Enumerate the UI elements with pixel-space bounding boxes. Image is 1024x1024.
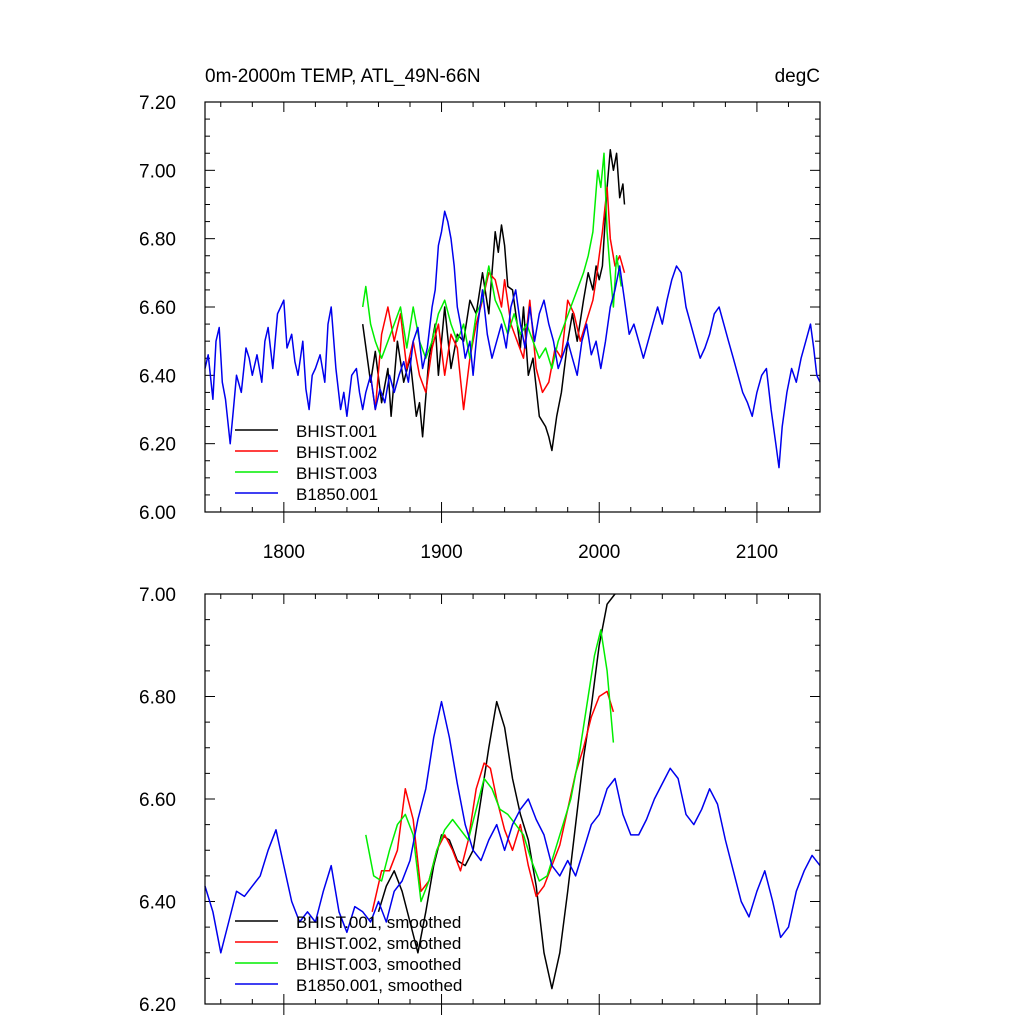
legend-label: B1850.001: [296, 485, 378, 504]
series-line: [377, 593, 616, 990]
series-line: [204, 700, 821, 954]
y-tick-label: 7.20: [139, 93, 176, 114]
legend: BHIST.001, smoothed BHIST.002, smoothed BH…: [235, 913, 462, 995]
y-tick-label: 6.40: [139, 366, 176, 387]
x-tick-label: 1800: [263, 542, 305, 563]
series-line: [369, 186, 626, 411]
y-tick-label: 6.40: [139, 893, 176, 914]
legend-label: BHIST.002: [296, 443, 377, 462]
legend-label: BHIST.002, smoothed: [296, 934, 461, 953]
series-lines: [204, 593, 821, 990]
series-line: [204, 210, 821, 469]
series-line: [361, 149, 626, 452]
legend-label: BHIST.003: [296, 464, 377, 483]
y-tick-label: 6.60: [139, 298, 176, 319]
units-label: degC: [775, 66, 820, 87]
y-tick-label: 6.00: [139, 503, 176, 524]
y-tick-label: 6.20: [139, 435, 176, 456]
series-line: [365, 629, 615, 903]
x-tick-label: 2100: [736, 542, 778, 563]
legend-label: BHIST.001, smoothed: [296, 913, 461, 932]
y-tick-label: 7.00: [139, 161, 176, 182]
tick-labels: 6.00 6.20 6.40 6.60 6.80 7.00 7.20 1800 1900 2000…: [139, 93, 778, 563]
panel-title: 0m-2000m TEMP, ATL_49N-66N: [205, 66, 481, 87]
plot-frame: [204, 101, 821, 513]
legend-label: B1850.001, smoothed: [296, 976, 462, 995]
plot-frame: [204, 593, 821, 1005]
legend-label: BHIST.003, smoothed: [296, 955, 461, 974]
y-tick-label: 6.20: [139, 995, 176, 1016]
y-tick-label: 6.60: [139, 790, 176, 811]
y-tick-label: 6.80: [139, 230, 176, 251]
legend: BHIST.001 BHIST.002 BHIST.003 B1850.001: [235, 422, 378, 504]
y-tick-label: 6.80: [139, 688, 176, 709]
temperature-smoothed-panel: 6.20 6.40 6.60 6.80 7.00 BHIST.001, smoothed…: [139, 585, 821, 1016]
x-tick-label: 1900: [420, 542, 462, 563]
series-line: [361, 152, 623, 370]
temperature-raw-panel: 0m-2000m TEMP, ATL_49N-66N degC 6.00 6.20…: [139, 66, 821, 563]
x-tick-label: 2000: [578, 542, 620, 563]
tick-labels: 6.20 6.40 6.60 6.80 7.00: [139, 585, 176, 1016]
y-tick-label: 7.00: [139, 585, 176, 606]
series-lines: [204, 149, 821, 469]
axes-ticks: [205, 101, 821, 523]
legend-label: BHIST.001: [296, 422, 377, 441]
